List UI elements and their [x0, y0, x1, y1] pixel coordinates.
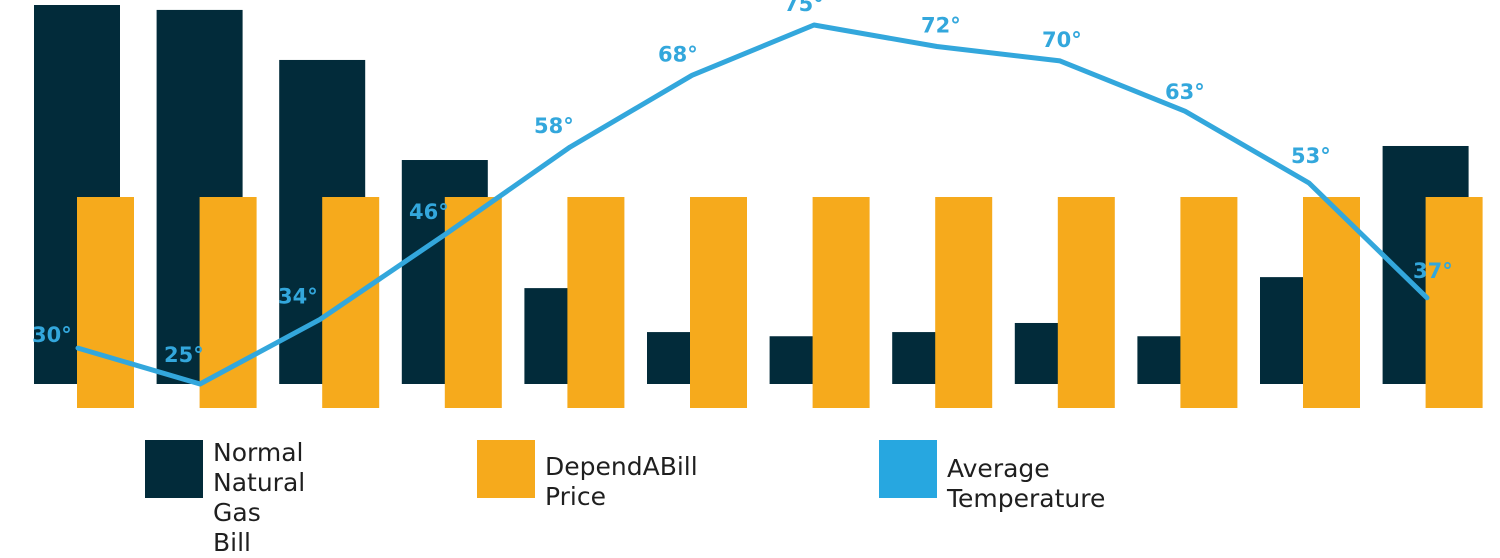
- dependabill-bar-3: [322, 197, 380, 408]
- temperature-line-group: [75, 22, 1430, 387]
- dependabill-bar-11: [1303, 197, 1360, 408]
- legend: Normal Natural Gas Bill DependABill Pric…: [0, 436, 1500, 557]
- dependabill-bars: [77, 197, 1483, 408]
- legend-swatch-gas-bill: [145, 440, 203, 498]
- dependabill-bar-7: [812, 197, 870, 408]
- dependabill-bar-2: [199, 197, 257, 408]
- dependabill-bar-9: [1057, 197, 1115, 408]
- dependabill-bar-4: [444, 197, 502, 408]
- legend-swatch-temperature: [879, 440, 937, 498]
- temperature-label-10: 63°: [1165, 80, 1205, 104]
- temperature-label-8: 72°: [921, 14, 961, 38]
- temperature-labels: 30° 25° 34° 46° 58° 68° 75° 72° 70° 63° 53° 37°: [32, 0, 1453, 367]
- legend-label-temperature: Average Temperature: [947, 454, 1106, 513]
- temperature-label-5: 58°: [534, 114, 574, 138]
- dependabill-bar-8: [935, 197, 993, 408]
- legend-label-gas-bill: Normal Natural Gas Bill: [213, 438, 306, 557]
- temperature-label-1: 30°: [32, 323, 72, 347]
- dependabill-bar-12: [1425, 197, 1483, 408]
- temperature-label-4: 46°: [409, 200, 449, 224]
- temperature-label-2: 25°: [164, 343, 204, 367]
- temperature-label-7: 75°: [784, 0, 824, 16]
- dependabill-bar-1: [77, 197, 134, 408]
- legend-swatch-dependabill: [477, 440, 535, 498]
- dependabill-bar-5: [567, 197, 625, 408]
- temperature-label-3: 34°: [278, 284, 318, 308]
- dependabill-bar-6: [690, 197, 747, 408]
- temperature-label-6: 68°: [658, 42, 698, 66]
- legend-label-dependabill: DependABill Price: [545, 452, 698, 511]
- temperature-label-12: 37°: [1413, 259, 1453, 283]
- temperature-label-11: 53°: [1291, 144, 1331, 168]
- temperature-line: [75, 22, 1430, 387]
- dependabill-bar-10: [1180, 197, 1238, 408]
- temperature-label-9: 70°: [1042, 28, 1082, 52]
- chart: 30° 25° 34° 46° 58° 68° 75° 72° 70° 63° 53° 37°: [32, 0, 1483, 408]
